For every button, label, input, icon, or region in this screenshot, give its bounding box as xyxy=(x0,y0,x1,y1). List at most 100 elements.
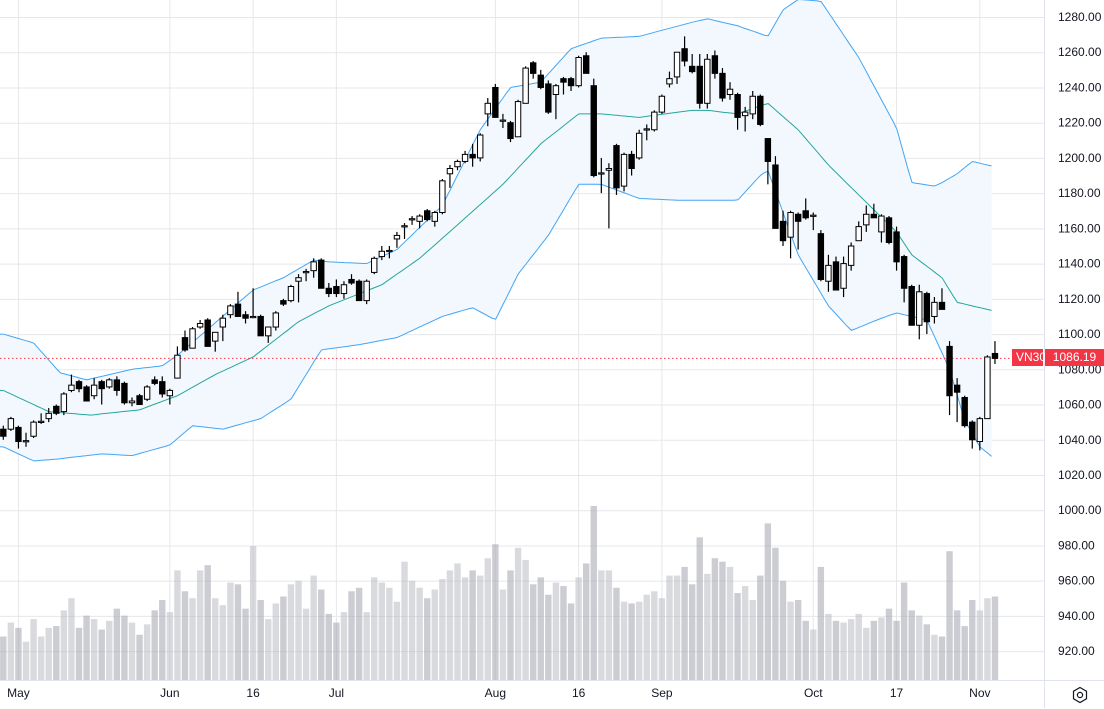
candle-body-up xyxy=(658,95,666,113)
volume-bar xyxy=(242,608,249,680)
volume-bar xyxy=(666,575,673,680)
volume-bar xyxy=(174,570,181,680)
candle xyxy=(522,66,529,104)
candle xyxy=(257,314,264,337)
candle xyxy=(590,78,597,178)
volume-bar xyxy=(855,613,862,680)
candle xyxy=(189,327,196,349)
candle-body-up xyxy=(310,261,317,272)
candle xyxy=(772,156,779,229)
candle xyxy=(477,133,484,162)
x-tick-label: 16 xyxy=(246,686,260,700)
candle xyxy=(885,216,893,245)
candle-body-up xyxy=(439,180,446,214)
candle-body-up xyxy=(249,315,257,319)
candle-body-up xyxy=(386,249,393,253)
candle-body-up xyxy=(166,389,174,397)
candle xyxy=(620,152,628,192)
candle-body-down xyxy=(832,261,840,291)
candle-body-down xyxy=(582,55,590,74)
candle-body-up xyxy=(522,67,529,104)
candle-body-up xyxy=(393,234,401,240)
volume-bar xyxy=(734,593,741,680)
candle xyxy=(128,397,136,407)
volume-bar xyxy=(863,627,870,680)
volume-bar xyxy=(514,547,522,680)
candle xyxy=(696,53,703,109)
candle xyxy=(196,319,204,329)
volume-bar xyxy=(560,586,567,680)
candle-body-up xyxy=(931,301,938,317)
candle xyxy=(68,374,75,393)
volume-bar xyxy=(757,575,764,680)
volume-bar xyxy=(393,601,401,680)
candle xyxy=(159,376,166,398)
candle-body-up xyxy=(840,263,847,289)
volume-bar xyxy=(688,584,696,680)
candle xyxy=(878,214,885,243)
y-tick-label: 1140.00 xyxy=(1058,257,1101,271)
candle xyxy=(726,82,734,100)
candle xyxy=(560,76,567,95)
candle-body-up xyxy=(371,257,378,273)
y-tick-label: 920.00 xyxy=(1058,644,1095,658)
volume-bar xyxy=(938,636,946,680)
candle-body-down xyxy=(908,286,915,326)
candle-body-down xyxy=(325,287,333,295)
candle xyxy=(363,279,370,305)
candle-body-down xyxy=(348,278,355,284)
candle-body-down xyxy=(83,386,90,402)
volume-bar xyxy=(439,579,446,680)
volume-bar xyxy=(310,575,317,680)
lower-band-line xyxy=(0,170,992,462)
volume-bar xyxy=(726,566,734,680)
candle xyxy=(53,404,60,416)
volume-bar xyxy=(424,598,431,680)
volume-bar xyxy=(408,580,416,680)
candle-body-up xyxy=(855,226,862,242)
candle-body-down xyxy=(688,65,696,73)
candle xyxy=(83,385,90,402)
candle-body-down xyxy=(318,259,325,289)
candle-body-up xyxy=(863,213,870,226)
candle xyxy=(953,378,961,423)
candle-body-down xyxy=(817,233,825,280)
volume-bar xyxy=(484,558,491,680)
middle-band-line xyxy=(0,103,992,416)
candle xyxy=(969,420,976,449)
candle-body-up xyxy=(22,440,30,443)
volume-bar xyxy=(98,629,105,680)
gear-icon[interactable] xyxy=(1071,686,1089,704)
candle xyxy=(855,221,862,242)
candle-body-up xyxy=(984,356,991,420)
volume-bar xyxy=(628,603,635,680)
volume-bar xyxy=(166,612,174,680)
candle xyxy=(946,341,953,416)
candle xyxy=(961,395,968,428)
candle xyxy=(446,164,454,188)
candle xyxy=(325,282,333,298)
time-axis[interactable]: May Jun 16 Jul Aug 16 Sep Oct 17 Nov xyxy=(7,686,990,700)
candle xyxy=(893,226,900,271)
candle-body-down xyxy=(113,379,121,391)
candle xyxy=(272,311,280,331)
volume-bar xyxy=(696,537,703,680)
candle xyxy=(416,214,423,229)
candle xyxy=(870,203,878,219)
volume-bar xyxy=(477,575,484,680)
volume-bar xyxy=(984,598,991,680)
candle xyxy=(227,304,234,319)
candle xyxy=(764,138,772,185)
candle-body-down xyxy=(333,286,340,295)
candle-body-down xyxy=(802,210,809,219)
price-axis[interactable]: 1280.00 1260.00 1240.00 1220.00 1200.00 1180.… xyxy=(1058,10,1102,658)
volume-bar xyxy=(325,613,333,680)
volume-bar xyxy=(386,587,393,680)
volume-bar xyxy=(15,627,22,680)
candle-body-down xyxy=(181,337,189,351)
x-tick-label: Sep xyxy=(651,686,673,700)
candle-body-down xyxy=(234,303,242,317)
candle-body-down xyxy=(711,55,719,74)
candle-body-down xyxy=(870,213,878,219)
